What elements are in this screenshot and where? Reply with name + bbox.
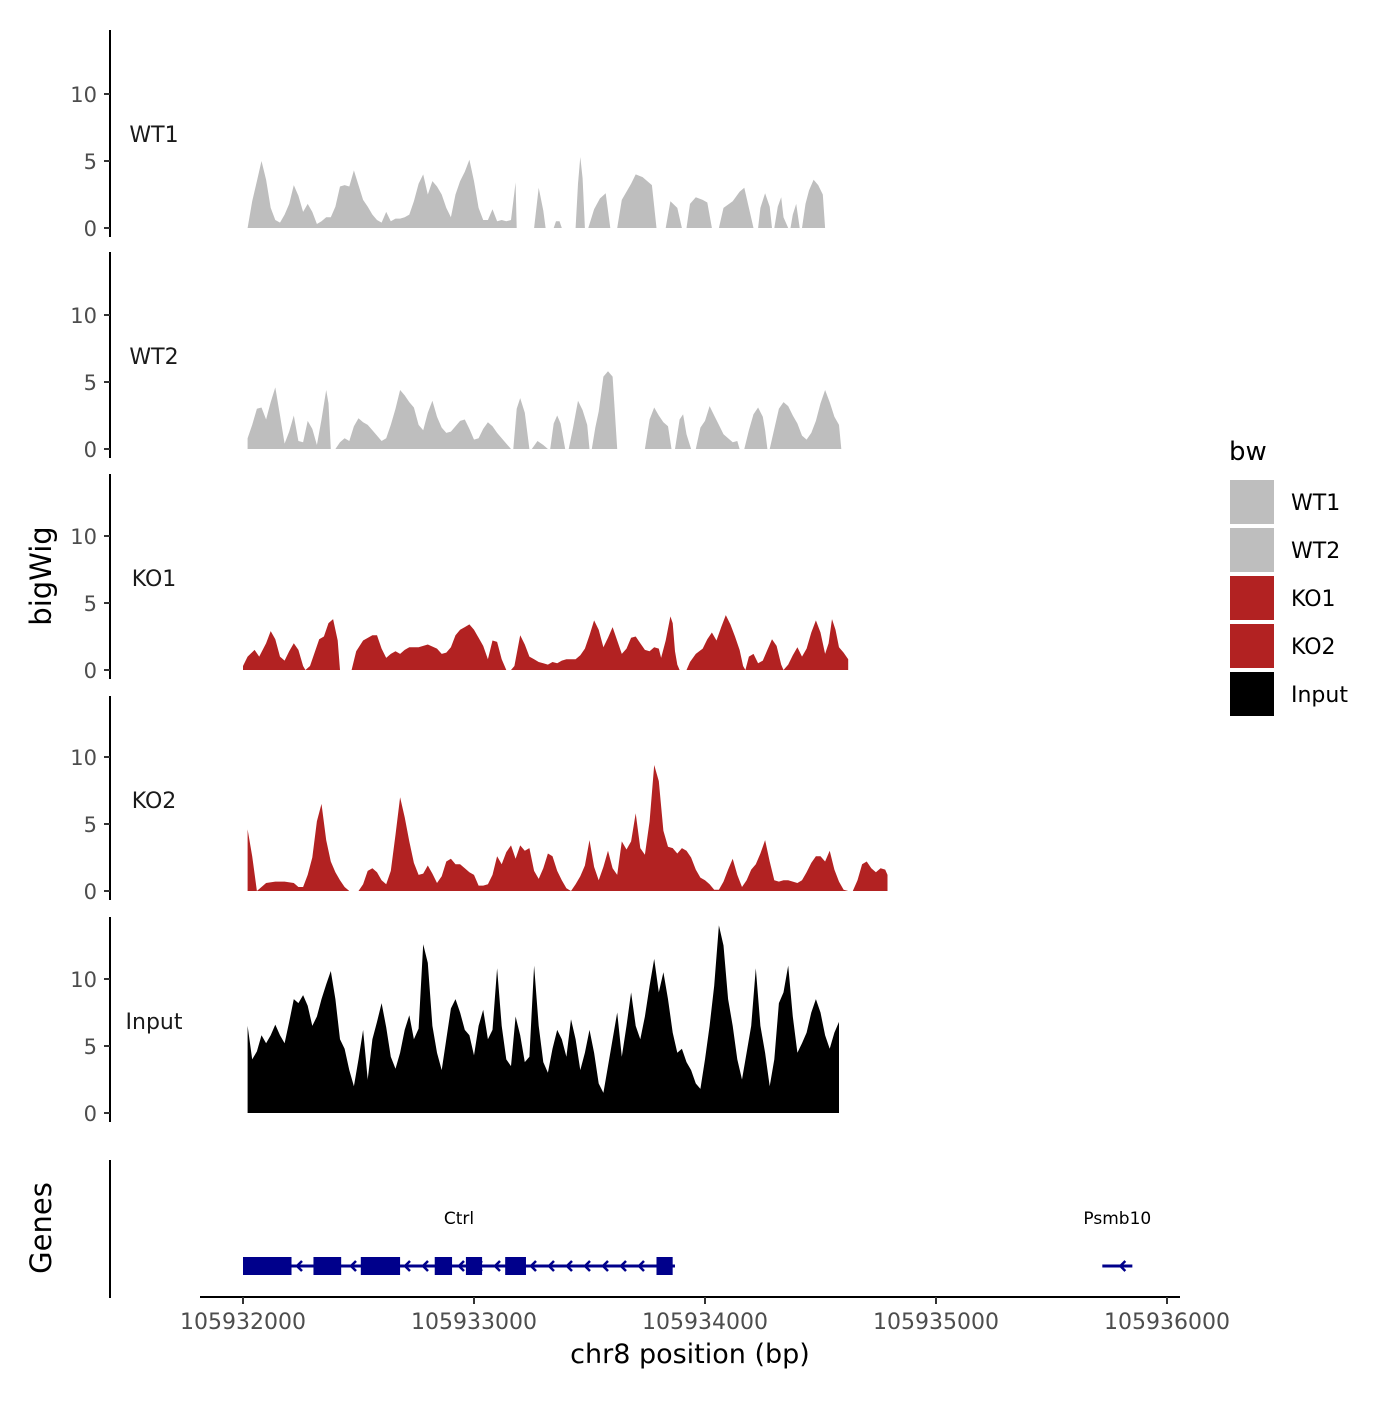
gene-psmb10-strand-chevron <box>1118 1260 1127 1272</box>
area-series-wt2 <box>247 371 846 449</box>
y-tick-label: 10 <box>70 83 97 107</box>
gene-ctrl-strand-chevron <box>565 1260 573 1272</box>
gene-ctrl-exon <box>465 1257 483 1275</box>
area-series-input <box>247 925 840 1113</box>
y-tick-label: 10 <box>70 304 97 328</box>
gene-ctrl-strand-chevron <box>493 1260 501 1272</box>
track-label-ko2: KO2 <box>132 789 177 814</box>
y-tick-label: 0 <box>84 1102 97 1126</box>
x-axis-label: chr8 position (bp) <box>570 1339 810 1370</box>
y-tick-label: 5 <box>84 813 97 837</box>
area-series-wt1 <box>247 157 826 228</box>
track-label-ko1: KO1 <box>132 567 177 592</box>
gene-psmb10-label: Psmb10 <box>1083 1209 1151 1229</box>
x-tick-label: 105935000 <box>873 1310 999 1335</box>
area-series-ko2 <box>247 765 888 891</box>
y-tick-label: 10 <box>70 525 97 549</box>
track-label-wt2: WT2 <box>129 345 178 370</box>
legend-swatch-ko2 <box>1228 622 1276 670</box>
y-tick-label: 5 <box>84 150 97 174</box>
legend-swatch-wt2 <box>1228 526 1276 574</box>
legend: WT1 WT2 KO1 KO2 Input <box>1228 478 1348 718</box>
gene-ctrl-label: Ctrl <box>444 1209 474 1229</box>
axes-layer: 0 5 10 WT1 0 5 10 WT2 0 5 10 KO1 0 5 10 KO2 0 5 10 Input 105… <box>70 30 1230 1335</box>
y-tick-label: 0 <box>84 880 97 904</box>
x-tick-label: 105936000 <box>1104 1310 1230 1335</box>
gene-ctrl-exon <box>505 1257 526 1275</box>
gene-ctrl-strand-chevron <box>601 1260 609 1272</box>
x-tick-label: 105933000 <box>411 1310 537 1335</box>
track-label-wt1: WT1 <box>129 123 178 148</box>
gene-ctrl-strand-chevron <box>583 1260 591 1272</box>
legend-label-wt1: WT1 <box>1291 491 1340 516</box>
y-tick-label: 0 <box>84 217 97 241</box>
y-tick-label: 10 <box>70 746 97 770</box>
gene-ctrl-strand-chevron <box>637 1260 645 1272</box>
legend-swatch-wt1 <box>1228 478 1276 526</box>
legend-label-input: Input <box>1291 683 1348 708</box>
y-tick-label: 5 <box>84 1035 97 1059</box>
legend-swatch-input <box>1228 670 1276 718</box>
y-axis-label-genes: Genes <box>24 1182 58 1274</box>
y-tick-label: 5 <box>84 592 97 616</box>
gene-ctrl-exon <box>656 1257 673 1275</box>
gene-ctrl-strand-chevron <box>349 1260 357 1272</box>
x-tick-label: 105934000 <box>642 1310 768 1335</box>
gene-ctrl-strand-chevron <box>403 1260 411 1272</box>
gene-ctrl-strand-chevron <box>547 1260 555 1272</box>
legend-label-wt2: WT2 <box>1291 539 1340 564</box>
gene-ctrl-exon <box>360 1257 401 1275</box>
tracks-layer <box>243 157 888 1113</box>
gene-ctrl-strand-chevron <box>421 1260 429 1272</box>
x-tick-label: 105932000 <box>180 1310 306 1335</box>
gene-ctrl-strand-chevron <box>619 1260 627 1272</box>
y-tick-label: 0 <box>84 438 97 462</box>
gene-ctrl-strand-chevron <box>529 1260 537 1272</box>
gene-track: Ctrl Psmb10 <box>243 1209 1151 1275</box>
legend-label-ko2: KO2 <box>1291 635 1336 660</box>
y-tick-label: 5 <box>84 371 97 395</box>
gene-ctrl-strand-chevron <box>295 1260 303 1272</box>
y-axis-label-bigwig: bigWig <box>24 526 58 625</box>
area-series-ko1 <box>243 615 849 670</box>
gene-ctrl-strand-chevron <box>457 1260 465 1272</box>
gene-ctrl-exon <box>243 1257 292 1275</box>
legend-label-ko1: KO1 <box>1291 587 1336 612</box>
legend-swatch-ko1 <box>1228 574 1276 622</box>
track-label-input: Input <box>126 1010 183 1035</box>
y-tick-label: 0 <box>84 659 97 683</box>
gene-ctrl-exon <box>313 1257 342 1275</box>
y-tick-label: 10 <box>70 968 97 992</box>
legend-title: bw <box>1229 437 1267 467</box>
gene-ctrl-exon <box>434 1257 453 1275</box>
